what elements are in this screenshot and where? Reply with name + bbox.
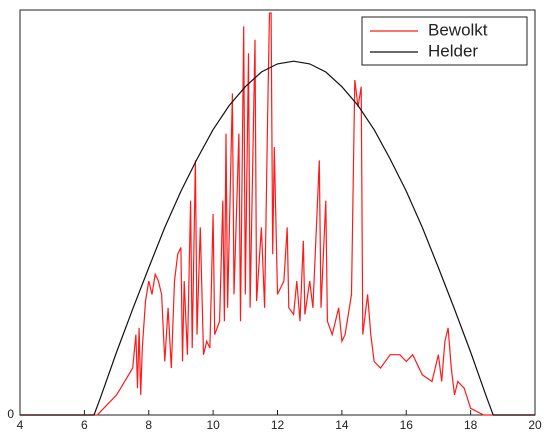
x-tick-label: 16: [400, 418, 414, 432]
x-tick-label: 6: [81, 418, 88, 432]
x-tick-label: 8: [145, 418, 152, 432]
x-tick-label: 12: [271, 418, 285, 432]
series-line: [20, 60, 535, 416]
x-tick-label: 18: [464, 418, 478, 432]
x-tick-label: 10: [206, 418, 220, 432]
x-tick-label: 4: [17, 418, 24, 432]
plot-frame: [19, 9, 536, 416]
x-tick-label: 14: [335, 418, 349, 432]
legend-label: Bewolkt: [428, 20, 488, 39]
series-line: [20, 12, 535, 416]
legend-box: [361, 16, 528, 66]
y-tick-label: 0: [7, 407, 14, 421]
legend-label: Helder: [428, 41, 478, 60]
x-tick-label: 20: [528, 418, 542, 432]
